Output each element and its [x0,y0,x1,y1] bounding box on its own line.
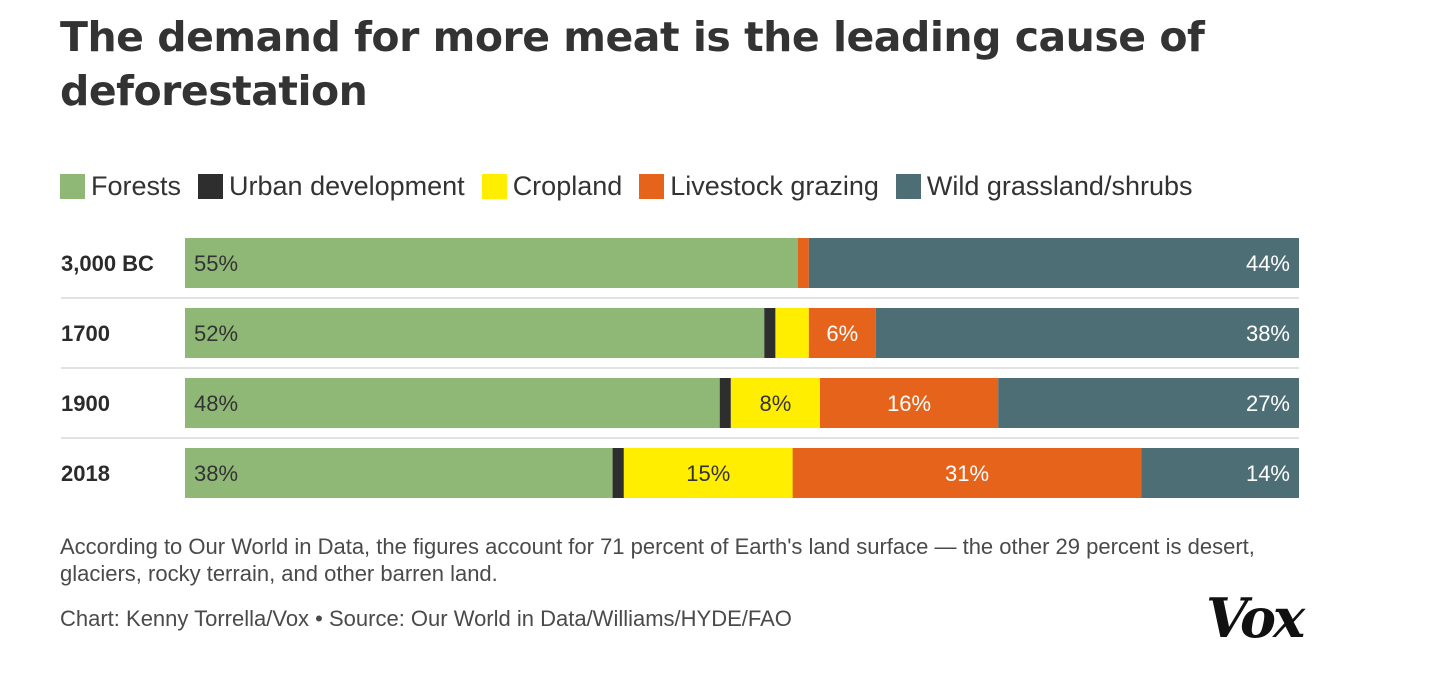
legend-label-forests: Forests [91,170,182,201]
row-label-1900: 1900 [61,391,110,416]
data-label-cropland-2018: 15% [686,461,730,486]
bar-livestock-grazing-1700 [808,308,876,358]
data-label-forests-2018: 38% [194,461,238,486]
data-label-wild-grassland-shrubs-3-000-bc: 44% [1246,251,1290,276]
data-label-forests-1900: 48% [194,391,238,416]
chart-note: According to Our World in Data, the figu… [60,534,1255,586]
bar-wild-grassland-shrubs-1900 [998,378,1299,428]
legend-label-urban-development: Urban development [229,170,465,201]
row-label-3-000-bc: 3,000 BC [61,251,154,276]
bar-forests-3-000-bc [185,238,798,288]
legend-label-wild-grassland: Wild grassland/shrubs [926,170,1193,201]
legend-label-cropland: Cropland [512,170,623,201]
legend-item-wild-grassland: Wild grassland/shrubs [895,170,1193,202]
bar-forests-1900 [185,378,720,428]
bar-wild-grassland-shrubs-3-000-bc [808,238,1299,288]
legend-swatch-forests [60,173,85,199]
legend-item-livestock-grazing: Livestock grazing [639,171,879,202]
vox-logo: Vox [1206,586,1305,650]
bar-livestock-grazing-2018 [792,448,1142,498]
bar-forests-2018 [185,448,613,498]
bar-cropland-1900 [730,378,820,428]
data-label-wild-grassland-shrubs-2018: 14% [1246,461,1290,486]
legend-swatch-cropland [481,173,507,199]
bar-livestock-grazing-3-000-bc [797,238,809,288]
data-label-livestock-grazing-2018: 31% [945,461,989,486]
chart-credit: Chart: Kenny Torrella/Vox • Source: Our … [60,606,792,631]
data-label-wild-grassland-shrubs-1700: 38% [1246,321,1290,346]
legend-swatch-urban-development [198,173,224,199]
row-label-1700: 1700 [61,321,110,346]
legend: Forests Urban development Cropland Lives… [60,168,1210,204]
legend-label-livestock-grazing: Livestock grazing [670,170,879,201]
chart-title: The demand for more meat is the leading … [60,13,1205,115]
data-label-forests-3-000-bc: 55% [194,251,238,276]
row-label-2018: 2018 [61,461,110,486]
data-label-forests-1700: 52% [194,321,238,346]
bar-cropland-1700 [775,308,809,358]
bar-cropland-2018 [623,448,793,498]
bar-livestock-grazing-1900 [819,378,999,428]
bar-wild-grassland-shrubs-1700 [875,308,1299,358]
data-label-cropland-1900: 8% [760,391,792,416]
data-label-wild-grassland-shrubs-1900: 27% [1246,391,1290,416]
bar-urban-development-1900 [719,378,731,428]
bar-urban-development-1700 [764,308,776,358]
bar-wild-grassland-shrubs-2018 [1141,448,1299,498]
data-label-livestock-grazing-1900: 16% [887,391,931,416]
bar-urban-development-2018 [612,448,624,498]
legend-swatch-livestock-grazing [639,173,665,199]
legend-swatch-wild-grassland [895,173,921,199]
legend-item-urban-development: Urban development [198,171,465,202]
legend-item-cropland: Cropland [481,170,623,202]
data-label-livestock-grazing-1700: 6% [826,321,858,346]
legend-item-forests: Forests [60,171,181,202]
bar-forests-1700 [185,308,765,358]
